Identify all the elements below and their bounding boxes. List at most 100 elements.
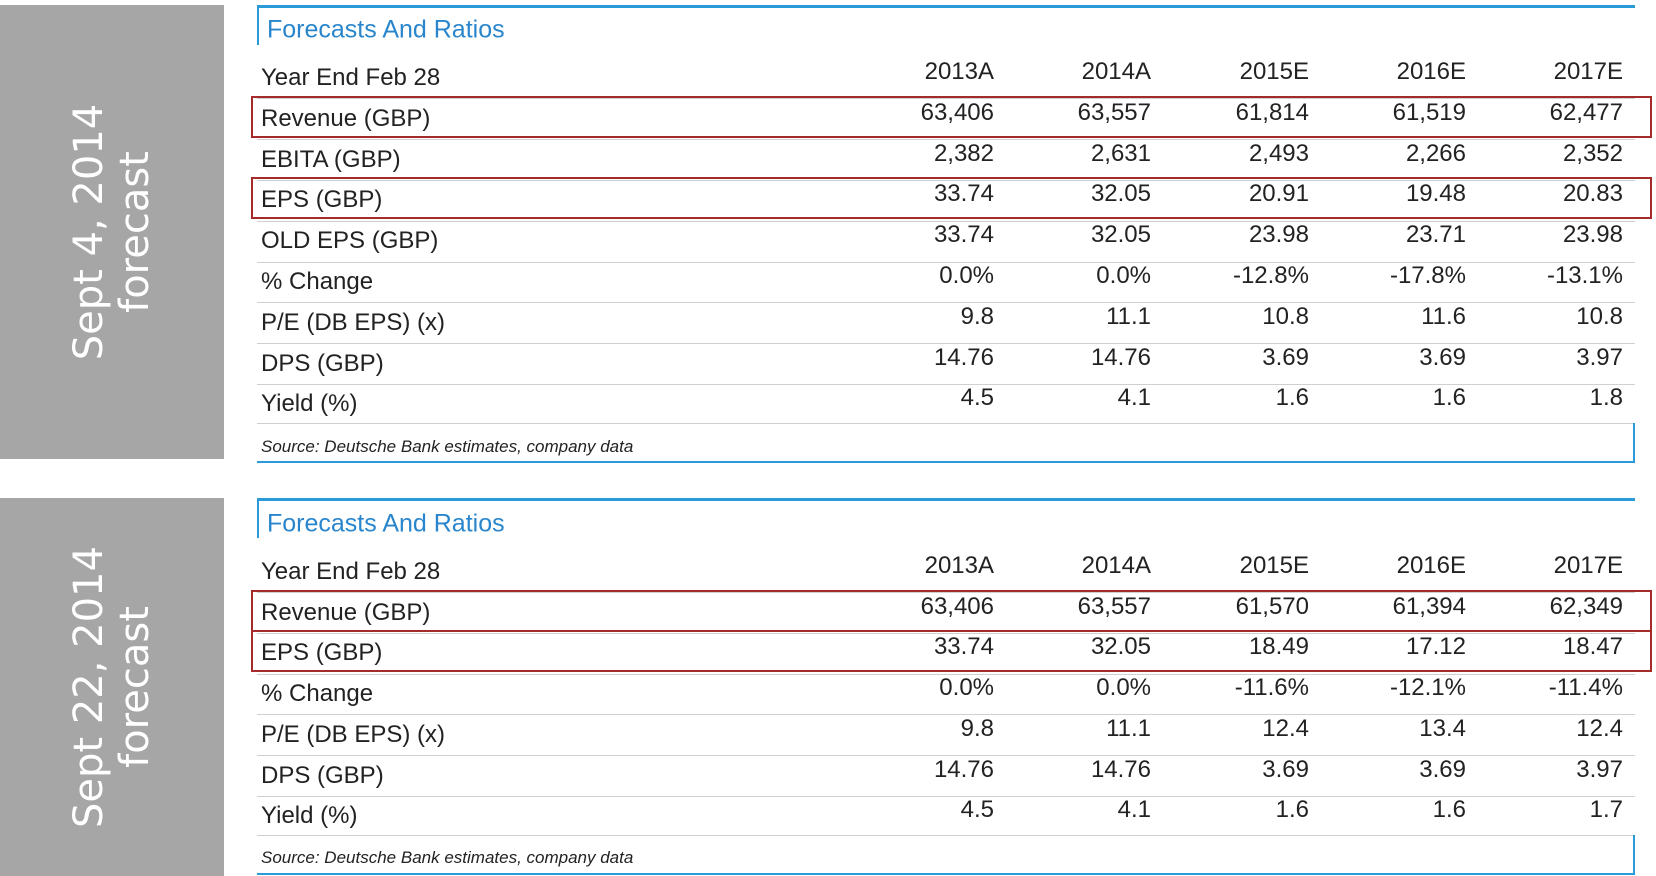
row-value: 0.0%: [939, 262, 994, 289]
header-year: 2014A: [1081, 552, 1151, 579]
row-value: 14.76: [933, 755, 994, 783]
row-value: 0.0%: [939, 674, 994, 702]
row-divider: [257, 220, 1635, 222]
row-label: Yield (%): [261, 802, 358, 830]
row-label: % Change: [261, 268, 374, 295]
row-value: 2,631: [1090, 139, 1151, 167]
row-value: -11.6%: [1234, 674, 1309, 702]
row-value: 1.6: [1432, 796, 1466, 824]
row-value: 2,352: [1562, 139, 1623, 167]
row-divider: [257, 261, 1635, 263]
row-value: 14.76: [933, 343, 994, 371]
row-value: 61,394: [1392, 592, 1466, 620]
bottom-rule: [257, 873, 1635, 875]
row-value: 1.6: [1275, 796, 1309, 824]
table-title: Forecasts And Ratios: [267, 15, 505, 44]
row-label: EPS (GBP): [261, 186, 383, 214]
row-label: EPS (GBP): [261, 639, 383, 667]
row-value: 18.49: [1248, 633, 1309, 661]
row-divider: [257, 422, 1635, 424]
source-note: Source: Deutsche Bank estimates, company…: [261, 848, 634, 867]
row-label: Revenue (GBP): [261, 104, 431, 132]
side-label-line: forecast: [112, 606, 158, 768]
row-value: 9.8: [960, 714, 994, 742]
row-value: 4.5: [960, 796, 994, 824]
row-value: 18.47: [1562, 633, 1623, 661]
header-year: 2017E: [1553, 58, 1623, 85]
row-label: Yield (%): [261, 390, 358, 418]
row-divider: [257, 98, 1635, 100]
row-value: 63,406: [920, 98, 994, 126]
row-value: 0.0%: [1096, 674, 1151, 702]
row-value: 63,557: [1077, 592, 1151, 620]
row-value: -11.4%: [1548, 674, 1623, 702]
highlight-box: [251, 589, 1652, 632]
row-value: 3.97: [1576, 343, 1623, 371]
row-value: 9.8: [960, 302, 994, 330]
row-value: 61,814: [1235, 98, 1309, 126]
side-label-line: Sept 22, 2014: [66, 546, 112, 828]
row-value: 63,406: [920, 592, 994, 620]
row-label: EBITA (GBP): [261, 145, 401, 173]
title-bar: [257, 5, 259, 45]
row-value: 2,382: [933, 139, 994, 167]
header-year: 2013A: [924, 58, 994, 85]
row-divider: [257, 633, 1635, 635]
header-year: 2015E: [1239, 58, 1309, 85]
table-title: Forecasts And Ratios: [267, 509, 505, 538]
header-year: 2013A: [924, 552, 994, 579]
row-divider: [257, 139, 1635, 141]
row-label: P/E (DB EPS) (x): [261, 720, 446, 748]
source-note: Source: Deutsche Bank estimates, company…: [261, 437, 634, 456]
row-value: 12.4: [1262, 714, 1309, 742]
row-divider: [257, 795, 1635, 797]
row-value: 1.8: [1589, 384, 1623, 412]
side-panel: [0, 498, 224, 876]
highlight-box: [251, 177, 1652, 220]
header-year: 2016E: [1396, 552, 1466, 579]
header-year: 2014A: [1081, 58, 1151, 85]
highlight-box: [251, 95, 1652, 138]
row-value: 3.69: [1419, 343, 1466, 371]
row-value: 2,266: [1405, 139, 1466, 167]
row-value: 0.0%: [1096, 262, 1151, 289]
row-value: 1.7: [1589, 796, 1623, 824]
row-value: 62,349: [1549, 592, 1623, 620]
row-value: 11.1: [1106, 714, 1151, 742]
row-value: 13.4: [1419, 714, 1466, 742]
side-label-line: Sept 4, 2014: [66, 103, 112, 361]
row-value: 32.05: [1090, 221, 1151, 249]
header-year: 2016E: [1396, 58, 1466, 85]
side-label-line: forecast: [112, 151, 158, 313]
row-value: 33.74: [933, 221, 994, 249]
row-value: 23.71: [1405, 221, 1466, 249]
row-value: 23.98: [1562, 221, 1623, 249]
row-value: 33.74: [933, 180, 994, 208]
row-divider: [257, 343, 1635, 345]
row-divider: [257, 714, 1635, 716]
row-value: 23.98: [1248, 221, 1309, 249]
row-divider: [257, 384, 1635, 385]
row-label: DPS (GBP): [261, 761, 384, 789]
row-value: 62,477: [1549, 98, 1623, 126]
row-divider: [257, 834, 1635, 836]
row-value: 14.76: [1090, 343, 1151, 371]
row-value: 1.6: [1275, 384, 1309, 412]
row-label: % Change: [261, 680, 374, 708]
side-label: Sept 4, 2014 forecast: [66, 104, 158, 360]
row-value: 4.1: [1117, 384, 1151, 412]
top-rule: [257, 498, 1635, 501]
highlight-box: [251, 630, 1652, 673]
row-label: Revenue (GBP): [261, 598, 431, 626]
row-divider: [257, 302, 1635, 304]
row-value: 32.05: [1090, 633, 1151, 661]
row-value: 3.97: [1576, 755, 1623, 783]
row-value: 2,493: [1248, 139, 1309, 167]
row-value: 3.69: [1419, 755, 1466, 783]
row-value: 32.05: [1090, 180, 1151, 208]
row-value: 14.76: [1090, 755, 1151, 783]
row-value: 11.1: [1106, 302, 1151, 330]
row-divider: [257, 180, 1635, 181]
row-value: -13.1%: [1546, 262, 1623, 289]
